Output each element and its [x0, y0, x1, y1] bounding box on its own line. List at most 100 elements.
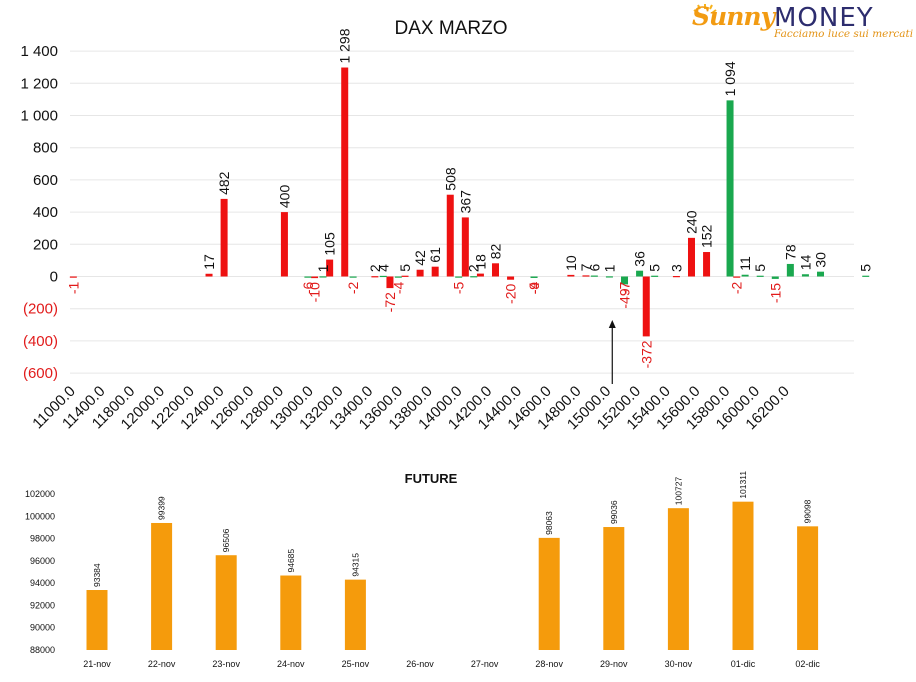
future-bar — [280, 575, 302, 650]
arrow-head — [608, 320, 616, 328]
main-data-label: -372 — [638, 340, 654, 368]
main-data-label: 1 — [315, 264, 331, 272]
future-bar — [215, 555, 237, 650]
future-x-tick-label: 26-nov — [406, 659, 434, 669]
future-x-tick-label: 24-nov — [277, 659, 305, 669]
future-x-tick-label: 27-nov — [471, 659, 499, 669]
main-data-label: 5 — [647, 264, 663, 272]
future-x-tick-label: 01-dic — [731, 659, 756, 669]
future-data-label: 99036 — [609, 500, 619, 524]
main-bars — [69, 67, 870, 337]
main-bar — [455, 276, 463, 278]
future-bar — [732, 501, 754, 650]
future-x-tick-label: 30-nov — [665, 659, 693, 669]
main-data-label: 3 — [668, 264, 684, 272]
main-data-label: 30 — [813, 252, 829, 268]
main-y-tick-label: 600 — [33, 172, 58, 189]
main-data-label: -7 — [617, 281, 633, 294]
main-bar — [590, 275, 598, 277]
main-bar — [726, 100, 734, 277]
main-bar — [341, 67, 349, 277]
main-bar — [621, 276, 629, 285]
main-data-label: 482 — [216, 171, 232, 195]
main-bar — [642, 276, 650, 337]
future-data-label: 101311 — [738, 471, 748, 499]
future-x-axis: 21-nov 22-nov 23-nov 24-nov 25-nov 26-nov 27-n… — [83, 659, 820, 669]
main-y-tick-label: 800 — [33, 140, 58, 157]
main-data-label: 11 — [737, 256, 753, 271]
future-data-label: 98063 — [544, 511, 554, 535]
main-y-tick-label: (400) — [23, 333, 58, 350]
main-bar — [220, 198, 228, 277]
main-data-label: 5 — [397, 264, 413, 272]
main-data-label: -9 — [526, 282, 542, 295]
future-bar — [667, 508, 689, 650]
future-bar — [151, 522, 173, 650]
main-y-tick-label: 1 000 — [20, 108, 58, 125]
logo-sunny: Sunny — [692, 2, 775, 31]
future-bar — [538, 537, 560, 650]
main-bar — [379, 275, 387, 278]
future-x-tick-label: 02-dic — [795, 659, 820, 669]
main-data-label: -49 — [617, 288, 633, 308]
main-data-label: 14 — [797, 254, 813, 270]
main-data-label: 1 298 — [337, 28, 353, 63]
future-data-label: 99098 — [803, 499, 813, 523]
future-y-tick-label: 98000 — [30, 534, 55, 544]
main-bar — [672, 276, 680, 278]
main-bar — [280, 212, 288, 277]
main-data-label: 367 — [457, 190, 473, 214]
future-data-label: 96506 — [221, 528, 231, 552]
future-data-label: 94685 — [286, 549, 296, 573]
main-data-label: 2 — [367, 264, 383, 272]
future-y-tick-label: 92000 — [30, 600, 55, 610]
main-data-label: 5 — [752, 264, 768, 272]
sunny-money-logo: Sunny MONEY Facciamo luce sui mercati — [690, 2, 913, 44]
main-bar — [817, 271, 825, 277]
future-bar — [797, 526, 819, 650]
main-bar — [69, 276, 77, 278]
main-bar — [582, 275, 590, 277]
future-x-tick-label: 25-nov — [342, 659, 370, 669]
main-bar — [205, 273, 213, 277]
future-bars: 93384 99399 96506 94685 94315 98063 99036 10072… — [86, 471, 819, 650]
main-bar — [636, 270, 644, 277]
main-bar — [703, 252, 711, 277]
main-chart-title: DAX MARZO — [395, 18, 508, 39]
main-data-label: 36 — [632, 251, 648, 267]
logo-tagline: Facciamo luce sui mercati — [774, 28, 914, 40]
main-data-label: 7 — [578, 263, 594, 271]
future-x-tick-label: 29-nov — [600, 659, 628, 669]
future-y-tick-label: 94000 — [30, 578, 55, 588]
future-chart: FUTURE 102000 100000 98000 96000 94000 92000 9… — [25, 471, 820, 669]
main-y-tick-label: (600) — [23, 365, 58, 382]
main-data-label: -10 — [307, 282, 323, 302]
main-bar — [476, 273, 484, 277]
future-y-tick-label: 88000 — [30, 645, 55, 655]
main-bar — [470, 276, 478, 278]
main-data-label: -20 — [503, 284, 519, 304]
main-bar — [567, 274, 575, 277]
main-y-tick-label: 1 400 — [20, 43, 58, 60]
main-bar — [741, 274, 749, 277]
main-bar — [326, 259, 334, 277]
main-bar — [491, 263, 499, 277]
main-data-label: -4 — [526, 281, 542, 294]
future-x-tick-label: 28-nov — [535, 659, 563, 669]
main-data-label: 10 — [563, 255, 579, 271]
future-y-tick-label: 90000 — [30, 623, 55, 633]
main-bar — [862, 275, 870, 277]
main-data-label: 1 — [601, 264, 617, 272]
main-bar — [371, 276, 379, 278]
main-bar — [394, 276, 402, 278]
main-data-label: 240 — [683, 210, 699, 234]
main-data-label: 4 — [375, 264, 391, 272]
main-data-label: -2 — [729, 281, 745, 294]
main-data-label: 400 — [276, 185, 292, 209]
main-bar — [311, 276, 319, 279]
main-x-axis: 11000.011400.011800.012000.012200.012400… — [29, 383, 793, 433]
main-bar — [416, 269, 424, 277]
main-bar — [507, 276, 515, 280]
main-bar — [801, 274, 809, 277]
main-y-axis: 1 400 1 200 1 000 800 600 400 200 0 (200) (400) (6… — [20, 43, 58, 382]
